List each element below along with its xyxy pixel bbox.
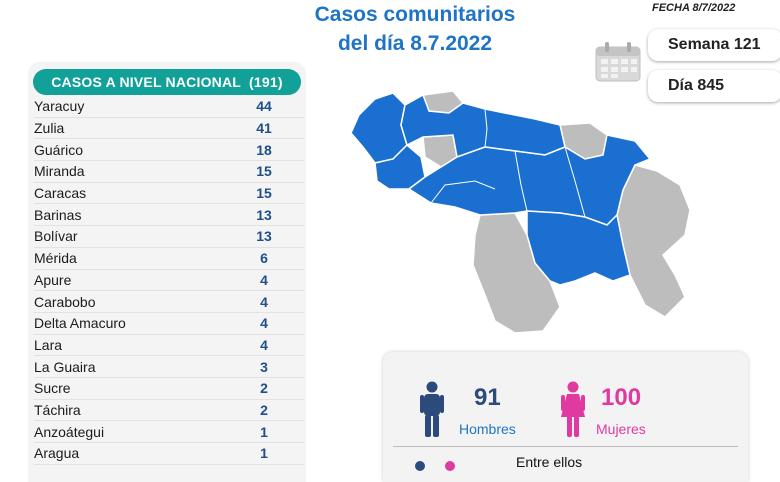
- state-name: Apure: [34, 271, 72, 288]
- national-cases-panel: [28, 62, 306, 482]
- state-name: La Guaira: [34, 358, 96, 375]
- table-row: Bolívar 13: [34, 226, 304, 248]
- national-total: (191): [249, 74, 283, 90]
- title-line-1: Casos comunitarios: [314, 3, 516, 26]
- state-name: Zulia: [34, 120, 65, 137]
- state-name: Carabobo: [34, 293, 96, 310]
- state-name: Barinas: [34, 206, 82, 223]
- table-row: Sucre 2: [34, 378, 304, 400]
- state-name: Delta Amacuro: [34, 315, 126, 332]
- table-row: Mérida 6: [34, 248, 304, 270]
- state-name: Miranda: [34, 163, 85, 180]
- women-label: Mujeres: [596, 421, 646, 437]
- state-name: Yaracuy: [34, 98, 85, 115]
- state-name: Anzoátegui: [34, 423, 105, 440]
- day-badge: Día 845: [648, 70, 780, 102]
- man-icon: [420, 381, 444, 437]
- case-count: 15: [256, 185, 272, 202]
- venezuela-map: [350, 90, 691, 334]
- table-row: Aragua 1: [34, 443, 304, 465]
- state-name: Lara: [34, 336, 63, 353]
- national-header-label: CASOS A NIVEL NACIONAL: [51, 74, 242, 90]
- case-count: 4: [260, 293, 268, 310]
- case-count: 15: [256, 163, 272, 180]
- state-cases-table: Yaracuy 44 Zulia 41 Guárico 18 Miranda 15 Ca…: [34, 96, 304, 465]
- table-row: Caracas 15: [34, 183, 304, 205]
- state-name: Caracas: [34, 185, 87, 202]
- state-name: Bolívar: [34, 228, 78, 245]
- state-name: Mérida: [34, 250, 77, 267]
- state-name: Sucre: [34, 380, 71, 397]
- case-count: 41: [256, 120, 272, 137]
- table-row: Anzoátegui 1: [34, 421, 304, 443]
- title-line-2: del día 8.7.2022: [337, 32, 493, 55]
- men-count: 91: [474, 384, 501, 411]
- table-row: Carabobo 4: [34, 291, 304, 313]
- page-title: Casos comunitarios del día 8.7.2022: [260, 0, 570, 58]
- case-count: 4: [260, 271, 268, 288]
- woman-icon: [561, 381, 585, 437]
- case-count: 3: [260, 358, 268, 375]
- week-badge: Semana 121: [648, 29, 780, 61]
- table-row: La Guaira 3: [34, 356, 304, 378]
- table-row: Delta Amacuro 4: [34, 313, 304, 335]
- map-region-bolivar: [526, 210, 631, 286]
- national-header: CASOS A NIVEL NACIONAL (191): [33, 69, 301, 95]
- between-label: Entre ellos: [516, 454, 583, 470]
- case-count: 13: [256, 228, 272, 245]
- case-count: 1: [260, 423, 268, 440]
- state-name: Aragua: [34, 445, 80, 462]
- case-count: 4: [260, 315, 268, 332]
- stats-divider: [393, 446, 738, 447]
- table-row: Miranda 15: [34, 161, 304, 183]
- case-count: 6: [260, 250, 268, 267]
- day-label: Día 845: [668, 77, 725, 94]
- case-count: 4: [260, 336, 268, 353]
- case-count: 44: [256, 98, 272, 115]
- date-label: FECHA 8/7/2022: [652, 2, 736, 14]
- men-label: Hombres: [459, 421, 516, 437]
- case-count: 1: [260, 445, 268, 462]
- table-row: Lara 4: [34, 335, 304, 357]
- state-name: Táchira: [34, 401, 81, 418]
- table-row: Guárico 18: [34, 139, 304, 162]
- table-row: Barinas 13: [34, 204, 304, 227]
- case-count: 18: [256, 141, 272, 158]
- week-label: Semana 121: [668, 36, 761, 53]
- people-icon: [415, 461, 455, 471]
- table-row: Apure 4: [34, 270, 304, 292]
- table-row: Yaracuy 44: [34, 96, 304, 118]
- women-count: 100: [601, 384, 642, 411]
- case-count: 2: [260, 401, 268, 418]
- map-region-esequibo: [616, 164, 691, 318]
- calendar-icon: [595, 42, 641, 82]
- state-name: Guárico: [34, 141, 84, 158]
- case-count: 2: [260, 380, 268, 397]
- case-count: 13: [256, 206, 272, 223]
- table-row: Táchira 2: [34, 400, 304, 422]
- table-row: Zulia 41: [34, 118, 304, 140]
